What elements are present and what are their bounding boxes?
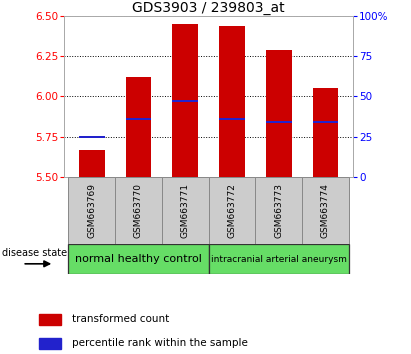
Text: GSM663770: GSM663770 xyxy=(134,183,143,238)
Bar xyxy=(302,177,349,244)
Text: intracranial arterial aneurysm: intracranial arterial aneurysm xyxy=(211,255,346,264)
Bar xyxy=(39,338,61,349)
Text: GSM663771: GSM663771 xyxy=(181,183,190,238)
Bar xyxy=(209,244,349,274)
Bar xyxy=(162,177,209,244)
Bar xyxy=(266,121,291,123)
Bar xyxy=(255,177,302,244)
Bar xyxy=(219,118,245,120)
Bar xyxy=(172,24,198,177)
Bar xyxy=(313,88,338,177)
Bar xyxy=(209,177,255,244)
Text: disease state: disease state xyxy=(2,248,67,258)
Text: GSM663773: GSM663773 xyxy=(274,183,283,238)
Bar xyxy=(79,136,104,138)
Bar xyxy=(126,77,151,177)
Bar xyxy=(126,118,151,120)
Title: GDS3903 / 239803_at: GDS3903 / 239803_at xyxy=(132,1,285,15)
Bar xyxy=(172,100,198,102)
Bar xyxy=(68,177,115,244)
Text: percentile rank within the sample: percentile rank within the sample xyxy=(72,338,248,348)
Bar xyxy=(39,314,61,325)
Bar xyxy=(79,150,104,177)
Bar xyxy=(266,50,291,177)
Bar xyxy=(68,244,209,274)
Text: transformed count: transformed count xyxy=(72,314,170,324)
Text: normal healthy control: normal healthy control xyxy=(75,254,202,264)
Bar xyxy=(219,25,245,177)
Bar xyxy=(115,177,162,244)
Text: GSM663774: GSM663774 xyxy=(321,183,330,238)
Bar xyxy=(313,121,338,123)
Text: GSM663769: GSM663769 xyxy=(87,183,96,238)
Text: GSM663772: GSM663772 xyxy=(227,183,236,238)
